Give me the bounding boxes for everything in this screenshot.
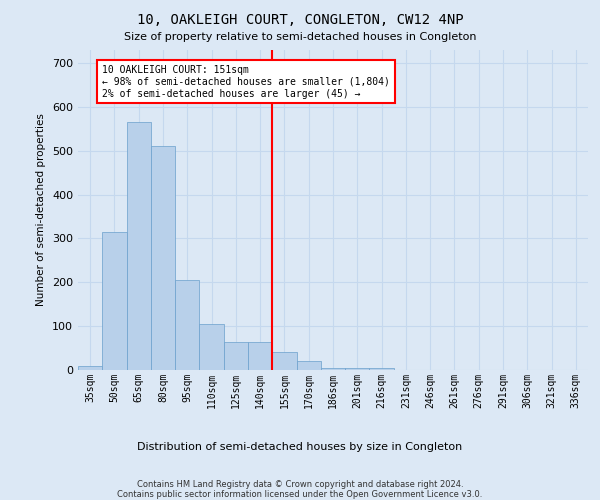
- Bar: [296, 361, 321, 370]
- Bar: [272, 352, 296, 370]
- Bar: [102, 232, 127, 370]
- Text: 10 OAKLEIGH COURT: 151sqm
← 98% of semi-detached houses are smaller (1,804)
2% o: 10 OAKLEIGH COURT: 151sqm ← 98% of semi-…: [102, 66, 390, 98]
- Bar: [248, 342, 272, 370]
- Text: Size of property relative to semi-detached houses in Congleton: Size of property relative to semi-detach…: [124, 32, 476, 42]
- Bar: [151, 146, 175, 370]
- Y-axis label: Number of semi-detached properties: Number of semi-detached properties: [37, 114, 46, 306]
- Bar: [370, 368, 394, 370]
- Bar: [224, 342, 248, 370]
- Text: Contains HM Land Registry data © Crown copyright and database right 2024.
Contai: Contains HM Land Registry data © Crown c…: [118, 480, 482, 500]
- Bar: [199, 324, 224, 370]
- Bar: [175, 280, 199, 370]
- Bar: [78, 366, 102, 370]
- Bar: [345, 368, 370, 370]
- Bar: [127, 122, 151, 370]
- Text: Distribution of semi-detached houses by size in Congleton: Distribution of semi-detached houses by …: [137, 442, 463, 452]
- Text: 10, OAKLEIGH COURT, CONGLETON, CW12 4NP: 10, OAKLEIGH COURT, CONGLETON, CW12 4NP: [137, 12, 463, 26]
- Bar: [321, 368, 345, 370]
